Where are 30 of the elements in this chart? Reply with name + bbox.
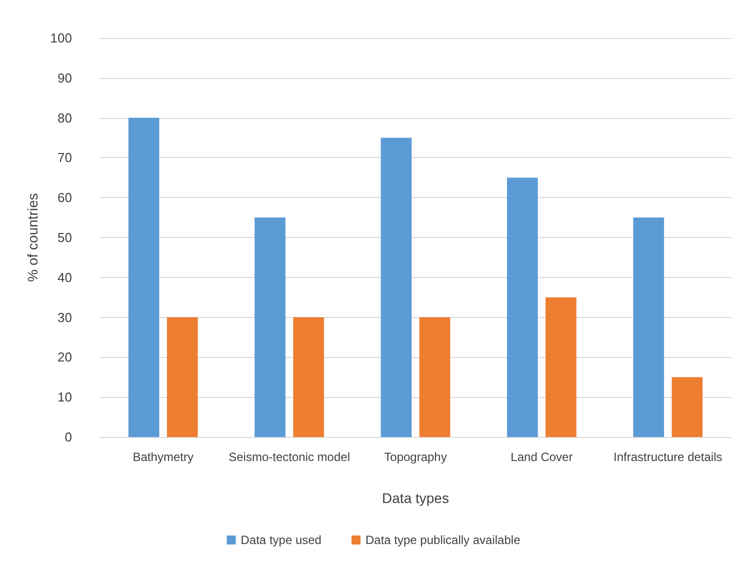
y-tick-label: 90 — [58, 70, 72, 86]
y-tick-label: 60 — [58, 190, 72, 206]
y-tick-label: 70 — [58, 150, 72, 166]
bar — [419, 317, 450, 437]
x-tick-label: Infrastructure details — [614, 450, 722, 464]
x-tick-label: Land Cover — [510, 450, 573, 464]
legend-label: Data type publically available — [365, 533, 521, 547]
bar — [506, 178, 538, 437]
y-tick-label: 20 — [58, 350, 72, 365]
y-tick-label: 0 — [64, 430, 72, 444]
y-tick-label: 30 — [58, 310, 72, 325]
y-tick-label: 40 — [58, 270, 72, 285]
y-axis-title: % of countries — [24, 193, 40, 282]
y-tick-label: 50 — [58, 230, 72, 245]
bar — [633, 218, 664, 437]
bar — [254, 218, 286, 437]
bar — [128, 118, 160, 437]
legend-label: Data type used — [240, 533, 322, 547]
x-tick-label: Seismo-tectonic model — [228, 450, 350, 464]
y-tick-label: 80 — [58, 110, 72, 126]
bar — [546, 297, 576, 437]
y-tick-label: 100 — [50, 30, 72, 46]
y-tick-label: 10 — [58, 390, 72, 405]
bar — [380, 138, 412, 437]
x-tick-label: Topography — [384, 450, 447, 464]
bar — [166, 317, 198, 437]
bar — [293, 317, 324, 437]
bar — [672, 377, 703, 437]
x-tick-label: Bathymetry — [132, 450, 194, 464]
x-axis-title: Data types — [382, 490, 449, 506]
